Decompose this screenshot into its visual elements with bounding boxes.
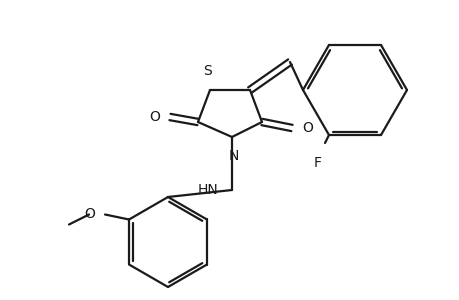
Text: F: F (313, 156, 321, 170)
Text: O: O (302, 121, 312, 135)
Text: S: S (203, 64, 212, 78)
Text: N: N (228, 149, 239, 163)
Text: O: O (84, 208, 95, 221)
Text: HN: HN (197, 183, 218, 197)
Text: O: O (149, 110, 160, 124)
